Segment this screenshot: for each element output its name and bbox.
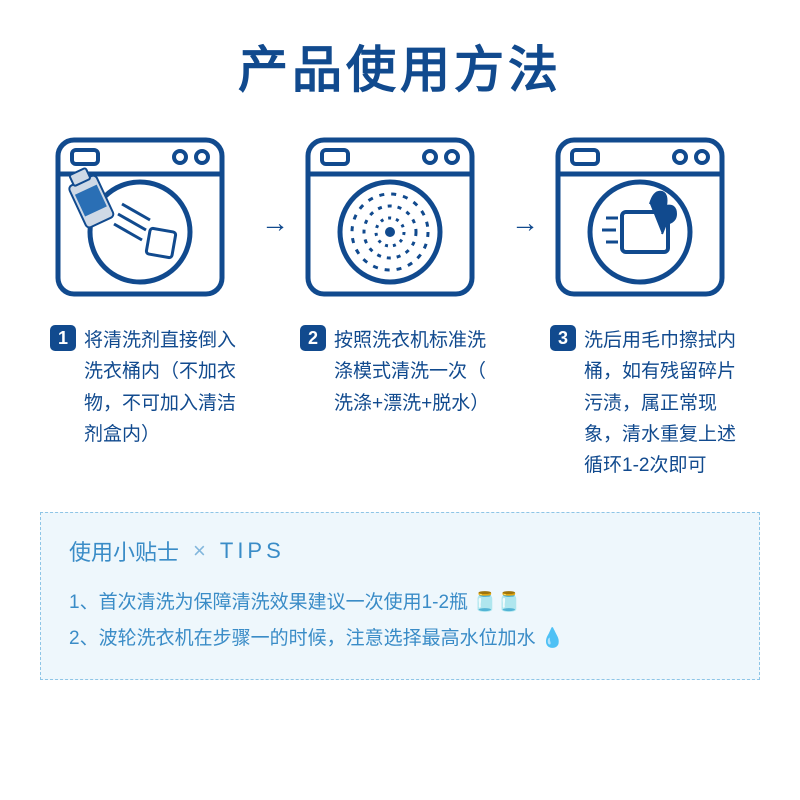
arrow-icon: → [255,207,295,239]
page-title: 产品使用方法 [0,0,800,102]
tips-box: 使用小贴士 × TIPS 1、首次清洗为保障清洗效果建议一次使用1-2瓶 🫙🫙 … [40,512,760,680]
steps-row: 1 将清洗剂直接倒入洗衣桶内（不加衣物，不可加入清洁剂盒内） → 2 按照洗衣机… [0,102,800,482]
step-1: 1 将清洗剂直接倒入洗衣桶内（不加衣物，不可加入清洁剂盒内） [50,132,250,450]
arrow-icon: → [505,207,545,239]
tips-line-2: 2、波轮洗衣机在步骤一的时候，注意选择最高水位加水 💧 [69,621,731,657]
tips-header-sep: × [193,538,206,564]
step-badge-3: 3 [550,325,576,351]
tips-line-1: 1、首次清洗为保障清洗效果建议一次使用1-2瓶 🫙🫙 [69,585,731,621]
step-badge-1: 1 [50,325,76,351]
step-desc-3: 洗后用毛巾擦拭内桶，如有残留碎片污渍，属正常现象，清水重复上述循环1-2次即可 [584,325,750,482]
tips-header-en: TIPS [220,538,285,564]
step-desc-2: 按照洗衣机标准洗涤模式清洗一次（ 洗涤+漂洗+脱水） [334,325,500,419]
tips-body: 1、首次清洗为保障清洗效果建议一次使用1-2瓶 🫙🫙 2、波轮洗衣机在步骤一的时… [69,585,731,657]
tips-header: 使用小贴士 × TIPS [69,535,731,567]
washer-pour-icon [50,132,230,302]
step-3: 3 洗后用毛巾擦拭内桶，如有残留碎片污渍，属正常现象，清水重复上述循环1-2次即… [550,132,750,482]
washer-spin-icon [300,132,480,302]
tips-header-label: 使用小贴士 [69,535,179,567]
washer-wipe-icon [550,132,730,302]
step-2: 2 按照洗衣机标准洗涤模式清洗一次（ 洗涤+漂洗+脱水） [300,132,500,419]
step-badge-2: 2 [300,325,326,351]
step-desc-1: 将清洗剂直接倒入洗衣桶内（不加衣物，不可加入清洁剂盒内） [84,325,250,450]
